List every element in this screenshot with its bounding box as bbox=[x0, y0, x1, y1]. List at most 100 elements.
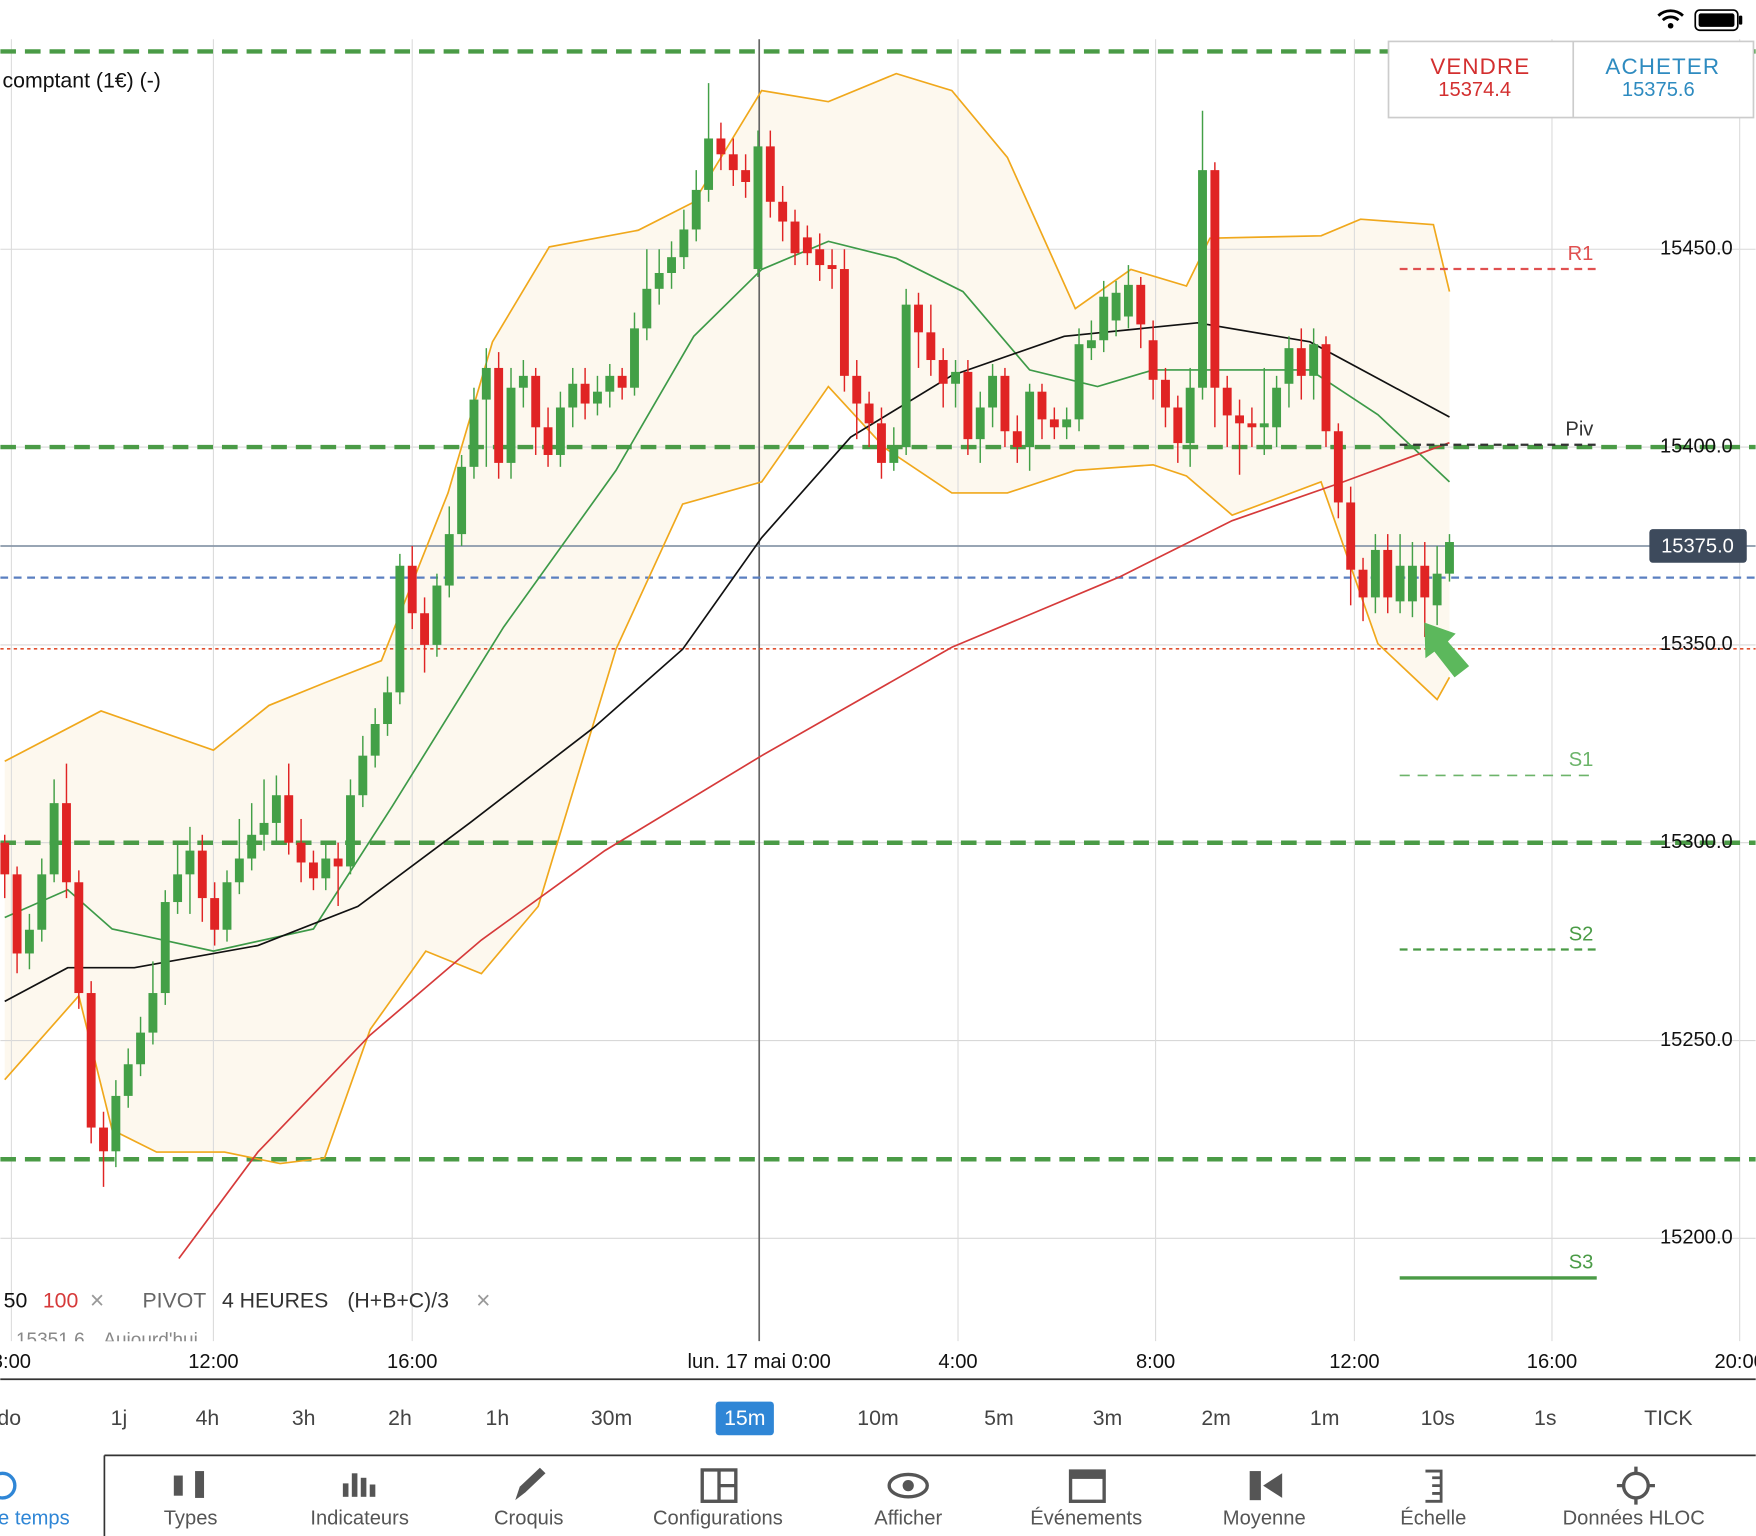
toolbar-button[interactable]: Croquis bbox=[494, 1508, 563, 1530]
timeframe-button[interactable]: 10s bbox=[1421, 1406, 1455, 1430]
candle-body bbox=[778, 201, 788, 222]
candle-body bbox=[667, 257, 676, 273]
timeframe-button[interactable]: 3h bbox=[292, 1406, 316, 1430]
candle-body bbox=[259, 822, 269, 835]
candle-body bbox=[1074, 344, 1084, 420]
toolbar-button[interactable]: Événements bbox=[1030, 1507, 1142, 1530]
timeframe-button[interactable]: 1m bbox=[1310, 1406, 1340, 1430]
candle-body bbox=[370, 724, 380, 756]
candle-body bbox=[543, 427, 553, 455]
candle-body bbox=[111, 1095, 121, 1152]
candle-body bbox=[938, 360, 948, 384]
candle-body bbox=[1370, 549, 1380, 598]
toolbar-icons bbox=[0, 1466, 1655, 1505]
candle-body bbox=[704, 138, 714, 190]
candle-body bbox=[1086, 340, 1096, 349]
timeframe-button[interactable]: 1h bbox=[486, 1406, 510, 1430]
candle-body bbox=[123, 1064, 133, 1096]
sell-price[interactable]: 15374.4 bbox=[1438, 79, 1511, 101]
pivot-label: S3 bbox=[1569, 1252, 1594, 1274]
candle-body bbox=[914, 304, 923, 333]
quote-box[interactable]: VENDRE 15374.4 ACHETER 15375.6 bbox=[1387, 40, 1755, 119]
candle-body bbox=[469, 399, 479, 467]
candle-body bbox=[185, 850, 195, 875]
x-tick-label: lun. 17 mai 0:00 bbox=[688, 1351, 831, 1373]
arrow-annotation bbox=[1424, 622, 1470, 678]
candle-body bbox=[160, 902, 170, 994]
candle-body bbox=[99, 1127, 108, 1152]
timeframe-button[interactable]: 4h bbox=[196, 1406, 220, 1430]
toolbar-button[interactable]: Indicateurs bbox=[310, 1508, 409, 1530]
timeframe-button[interactable]: 10m bbox=[857, 1406, 898, 1430]
legend-close[interactable]: × bbox=[90, 1288, 104, 1315]
candle-body bbox=[975, 407, 985, 440]
candle-body bbox=[1161, 379, 1170, 408]
candle-body bbox=[864, 403, 874, 424]
timeframe-button[interactable]: 30m bbox=[591, 1406, 632, 1430]
timeframe-button[interactable]: 1j bbox=[111, 1406, 128, 1430]
timeframe-button[interactable]: 2h bbox=[388, 1406, 412, 1430]
timeframe-button[interactable]: 2m bbox=[1201, 1406, 1231, 1430]
candle-body bbox=[1296, 348, 1306, 376]
toolbar-button[interactable]: Moyenne bbox=[1223, 1508, 1306, 1530]
timeframe-button[interactable]: 3m bbox=[1093, 1406, 1123, 1430]
toolbar-button[interactable]: Configurations bbox=[653, 1508, 783, 1530]
sell-label[interactable]: VENDRE bbox=[1430, 54, 1530, 79]
candle-body bbox=[1383, 549, 1393, 598]
toolbar-button[interactable]: Échelle bbox=[1400, 1507, 1466, 1530]
timeframe-button[interactable]: TICK bbox=[1644, 1406, 1692, 1430]
moving-average bbox=[178, 441, 1450, 1260]
candle-body bbox=[630, 328, 639, 388]
candle-body bbox=[296, 842, 306, 863]
y-tick-label: 15300.0 bbox=[1660, 831, 1733, 853]
candle-body bbox=[1432, 573, 1442, 606]
candle-body bbox=[173, 874, 183, 903]
pivot-label: R1 bbox=[1568, 243, 1594, 265]
candle-body bbox=[148, 993, 158, 1033]
candle-body bbox=[37, 874, 47, 930]
toolbar-button[interactable]: e temps bbox=[0, 1508, 70, 1530]
candle-body bbox=[1062, 419, 1072, 428]
pivot-label: Piv bbox=[1565, 418, 1593, 440]
timeframe-button[interactable]: do bbox=[0, 1406, 21, 1430]
candle-body bbox=[728, 154, 738, 171]
candle-body bbox=[1272, 387, 1282, 428]
timeframe-button[interactable]: 1s bbox=[1534, 1406, 1556, 1430]
timeframe-button[interactable]: 5m bbox=[984, 1406, 1014, 1430]
candle-body bbox=[555, 407, 565, 455]
candle-body bbox=[1420, 565, 1430, 598]
toolbar-button[interactable]: Types bbox=[164, 1508, 218, 1530]
candle-body bbox=[1395, 565, 1405, 602]
candle-body bbox=[444, 534, 454, 586]
y-tick-label: 15250.0 bbox=[1660, 1029, 1733, 1051]
timeframe-button[interactable]: 15m bbox=[724, 1406, 765, 1430]
toolbar-button[interactable]: Données HLOC bbox=[1563, 1508, 1705, 1530]
candle-body bbox=[531, 375, 541, 428]
candle-body bbox=[716, 138, 726, 155]
candle-body bbox=[481, 367, 491, 400]
instrument-title: comptant (1€) (-) bbox=[3, 68, 161, 92]
candle-body bbox=[926, 332, 936, 361]
candle-body bbox=[346, 795, 355, 867]
legend-info: 15351.6 Aujourd'hui bbox=[16, 1330, 198, 1341]
x-tick-label: 16:00 bbox=[387, 1351, 437, 1373]
candle-body bbox=[1173, 407, 1183, 444]
candle-body bbox=[308, 862, 318, 879]
y-tick-label: 15450.0 bbox=[1660, 238, 1733, 260]
buy-price[interactable]: 15375.6 bbox=[1622, 79, 1695, 101]
candle-body bbox=[1185, 387, 1195, 444]
candle-body bbox=[358, 755, 368, 796]
buy-label[interactable]: ACHETER bbox=[1605, 54, 1720, 79]
candle-body bbox=[24, 929, 34, 954]
candle-body bbox=[1198, 170, 1207, 388]
candle-body bbox=[74, 882, 84, 994]
x-tick-label: 8:00 bbox=[0, 1351, 31, 1373]
candle-body bbox=[741, 170, 751, 182]
legend-close[interactable]: × bbox=[476, 1288, 490, 1315]
timeframe-selected[interactable] bbox=[715, 1401, 774, 1436]
candle-body bbox=[12, 874, 22, 954]
candle-body bbox=[1210, 170, 1220, 388]
candle-body bbox=[852, 375, 862, 404]
toolbar-button[interactable]: Afficher bbox=[874, 1508, 942, 1530]
legend-formula: (H+B+C)/3 bbox=[347, 1289, 449, 1313]
